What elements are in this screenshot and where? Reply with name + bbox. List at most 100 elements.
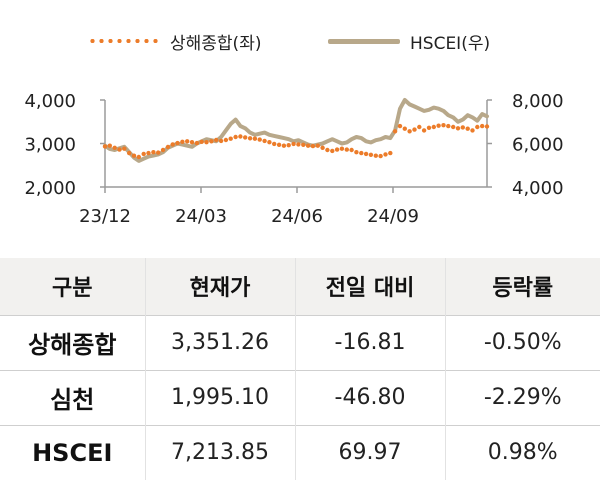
series-shanghai-point bbox=[359, 150, 364, 156]
line-chart: 2,000 4,000 3,000 6,000 4,000 8,000 23/12 24/03… bbox=[24, 91, 564, 227]
series-shanghai-point bbox=[112, 145, 117, 150]
series-shanghai-point bbox=[325, 147, 330, 153]
legend-label-hscei: HSCEI(우) bbox=[410, 33, 491, 54]
series-shanghai-point bbox=[209, 139, 214, 144]
index-table: 구분 현재가 전일 대비 등락률 상해종합 3,351.26 -16.81 -0… bbox=[0, 258, 600, 480]
series-shanghai-point bbox=[146, 150, 151, 156]
header-change: 전일 대비 bbox=[294, 258, 445, 315]
row-rate: -0.50% bbox=[444, 315, 600, 370]
series-shanghai-point bbox=[465, 126, 470, 131]
series-shanghai-point bbox=[470, 128, 475, 133]
x-tick-label: 24/06 bbox=[271, 206, 323, 227]
table-header-row: 구분 현재가 전일 대비 등락률 bbox=[0, 258, 600, 315]
series-shanghai-point bbox=[378, 153, 383, 159]
legend-label-shanghai: 상해종합(좌) bbox=[170, 33, 262, 54]
series-shanghai-point bbox=[417, 124, 422, 130]
series-shanghai-point bbox=[170, 142, 175, 147]
series-shanghai-point bbox=[127, 150, 132, 156]
series-shanghai-point bbox=[475, 124, 480, 130]
legend-dotted-swatch bbox=[88, 39, 160, 43]
series-shanghai-point bbox=[484, 124, 490, 129]
row-change: 69.97 bbox=[294, 425, 445, 480]
table-row: 심천 1,995.10 -46.80 -2.29% bbox=[0, 370, 600, 425]
row-rate: 0.98% bbox=[444, 425, 600, 480]
series-shanghai-point bbox=[431, 124, 436, 130]
series-shanghai-point bbox=[388, 150, 393, 156]
series-shanghai-point bbox=[412, 127, 417, 132]
series-shanghai-point bbox=[296, 142, 301, 147]
series-shanghai-point bbox=[383, 152, 388, 157]
x-tick-label: 24/03 bbox=[175, 206, 227, 227]
series-shanghai-point bbox=[243, 135, 248, 140]
left-y-tick-label: 3,000 bbox=[24, 135, 76, 156]
series-shanghai-point bbox=[305, 143, 311, 148]
series-shanghai-point bbox=[334, 147, 340, 152]
row-name: 상해종합 bbox=[28, 331, 117, 359]
left-y-tick-label: 4,000 bbox=[24, 91, 76, 112]
series-shanghai-point bbox=[402, 126, 407, 131]
series-shanghai-point bbox=[218, 138, 224, 144]
left-y-tick-label: 2,000 bbox=[24, 178, 76, 199]
right-y-tick-label: 8,000 bbox=[512, 91, 564, 112]
series-shanghai-point bbox=[301, 142, 306, 147]
legend-line-swatch bbox=[328, 38, 400, 44]
series-shanghai-point bbox=[291, 141, 296, 147]
series-shanghai-point bbox=[136, 154, 141, 160]
series-shanghai-point bbox=[421, 128, 427, 133]
right-y-tick-label: 6,000 bbox=[512, 135, 564, 156]
header-category: 구분 bbox=[52, 276, 93, 302]
series-shanghai-point bbox=[363, 151, 369, 157]
series-shanghai-point bbox=[339, 146, 345, 151]
row-name: HSCEI bbox=[32, 438, 113, 467]
series-shanghai-point bbox=[392, 129, 398, 134]
series-shanghai-point bbox=[310, 143, 316, 149]
series-shanghai-point bbox=[141, 151, 146, 157]
series-shanghai-point bbox=[180, 139, 185, 144]
series-shanghai-point bbox=[131, 153, 137, 158]
series-shanghai-point bbox=[233, 134, 238, 140]
series-shanghai-point bbox=[107, 143, 113, 148]
series-shanghai-point bbox=[436, 123, 441, 128]
series-shanghai-point bbox=[262, 138, 267, 144]
series-shanghai-point bbox=[368, 152, 374, 157]
series-shanghai-point bbox=[354, 150, 359, 155]
series-shanghai-point bbox=[455, 126, 461, 131]
series-shanghai-point bbox=[175, 140, 180, 146]
series-shanghai-point bbox=[267, 140, 272, 145]
series-shanghai-point bbox=[344, 147, 349, 152]
x-tick-label: 24/09 bbox=[367, 206, 419, 227]
series-shanghai-point bbox=[373, 153, 378, 158]
row-price: 3,351.26 bbox=[144, 315, 295, 370]
row-price: 7,213.85 bbox=[144, 425, 295, 480]
series-shanghai-point bbox=[286, 143, 291, 148]
series-shanghai-point bbox=[247, 136, 253, 141]
series-shanghai-point bbox=[349, 147, 354, 153]
legend-hscei: HSCEI(우) bbox=[328, 28, 490, 54]
row-name: 심천 bbox=[50, 386, 95, 414]
series-shanghai-point bbox=[117, 147, 122, 152]
series-shanghai-point bbox=[151, 150, 156, 155]
series-shanghai-point bbox=[156, 150, 161, 155]
row-change: -16.81 bbox=[294, 315, 445, 370]
series-shanghai-point bbox=[272, 141, 277, 147]
row-rate: -2.29% bbox=[444, 370, 600, 425]
series-shanghai-point bbox=[446, 123, 451, 129]
series-shanghai-point bbox=[214, 137, 219, 143]
x-tick-label: 23/12 bbox=[79, 206, 131, 227]
series-shanghai-point bbox=[194, 140, 200, 146]
series-shanghai-point bbox=[185, 139, 190, 144]
series-shanghai-point bbox=[460, 125, 465, 130]
series-shanghai-point bbox=[320, 145, 325, 150]
series-shanghai-point bbox=[281, 143, 287, 148]
series-shanghai-point bbox=[189, 140, 195, 145]
header-price: 현재가 bbox=[144, 258, 295, 315]
series-shanghai-point bbox=[480, 123, 485, 129]
series-shanghai-point bbox=[397, 123, 403, 129]
table-row: HSCEI 7,213.85 69.97 0.98% bbox=[0, 425, 600, 480]
header-rate: 등락률 bbox=[444, 258, 600, 315]
row-price: 1,995.10 bbox=[144, 370, 295, 425]
series-shanghai-point bbox=[257, 137, 262, 142]
row-change: -46.80 bbox=[294, 370, 445, 425]
series-shanghai-point bbox=[199, 139, 204, 144]
series-shanghai-point bbox=[441, 123, 446, 128]
